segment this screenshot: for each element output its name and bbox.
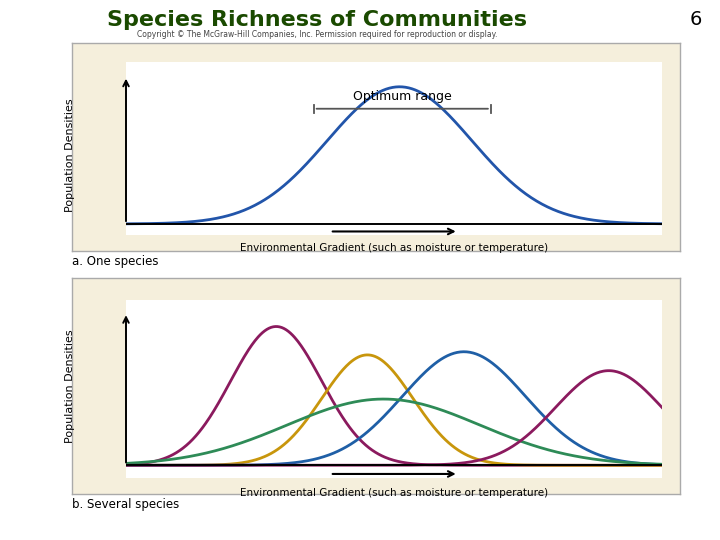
Text: Population Densities: Population Densities [65,98,75,212]
Text: Environmental Gradient (such as moisture or temperature): Environmental Gradient (such as moisture… [240,488,548,498]
Text: 6: 6 [690,10,702,29]
Text: Species Richness of Communities: Species Richness of Communities [107,10,527,30]
Text: Copyright © The McGraw-Hill Companies, Inc. Permission required for reproduction: Copyright © The McGraw-Hill Companies, I… [137,30,497,39]
Text: Population Densities: Population Densities [65,329,75,443]
Text: Environmental Gradient (such as moisture or temperature): Environmental Gradient (such as moisture… [240,243,548,253]
Text: b. Several species: b. Several species [72,498,179,511]
Text: a. One species: a. One species [72,255,158,268]
Text: Optimum range: Optimum range [353,90,451,103]
